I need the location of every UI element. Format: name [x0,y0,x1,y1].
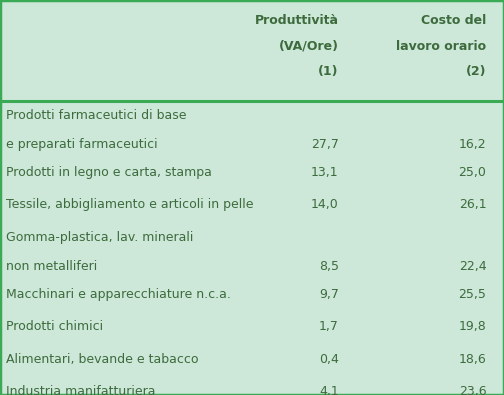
Text: 25,5: 25,5 [459,288,486,301]
Text: Industria manifatturiera: Industria manifatturiera [6,385,156,395]
Text: Alimentari, bevande e tabacco: Alimentari, bevande e tabacco [6,353,199,366]
Text: 13,1: 13,1 [311,166,339,179]
Text: 4,1: 4,1 [319,385,339,395]
Text: (2): (2) [466,65,486,78]
Text: 26,1: 26,1 [459,198,486,211]
Text: 0,4: 0,4 [319,353,339,366]
Text: 22,4: 22,4 [459,260,486,273]
Text: non metalliferi: non metalliferi [6,260,97,273]
Text: (VA/Ore): (VA/Ore) [279,40,339,53]
Text: Costo del: Costo del [421,14,486,27]
Text: e preparati farmaceutici: e preparati farmaceutici [6,138,158,151]
Text: 18,6: 18,6 [459,353,486,366]
Text: lavoro orario: lavoro orario [396,40,486,53]
Text: Prodotti chimici: Prodotti chimici [6,320,103,333]
Text: Gomma-plastica, lav. minerali: Gomma-plastica, lav. minerali [6,231,194,244]
Text: Prodotti farmaceutici di base: Prodotti farmaceutici di base [6,109,186,122]
Text: 9,7: 9,7 [319,288,339,301]
Text: 27,7: 27,7 [311,138,339,151]
Text: Tessile, abbigliamento e articoli in pelle: Tessile, abbigliamento e articoli in pel… [6,198,254,211]
Text: 25,0: 25,0 [459,166,486,179]
Text: 1,7: 1,7 [319,320,339,333]
Text: 23,6: 23,6 [459,385,486,395]
Text: 19,8: 19,8 [459,320,486,333]
Text: Produttività: Produttività [255,14,339,27]
Text: 14,0: 14,0 [311,198,339,211]
Text: 16,2: 16,2 [459,138,486,151]
Text: Prodotti in legno e carta, stampa: Prodotti in legno e carta, stampa [6,166,212,179]
Text: (1): (1) [318,65,339,78]
Text: 8,5: 8,5 [319,260,339,273]
Text: Macchinari e apparecchiature n.c.a.: Macchinari e apparecchiature n.c.a. [6,288,231,301]
